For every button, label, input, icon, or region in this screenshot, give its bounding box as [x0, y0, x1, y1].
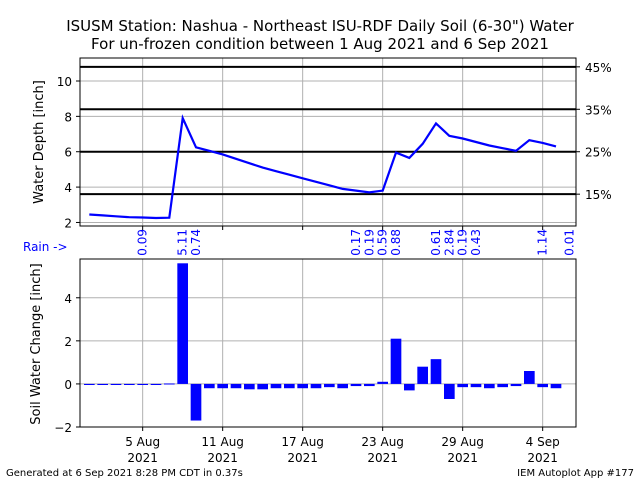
soil-water-change-bar [124, 383, 135, 385]
percent-axis-ticks: 15% 25% 35% 45% [576, 61, 612, 202]
soil-water-change-bar [430, 359, 442, 384]
y-tick-label: 4 [64, 292, 72, 306]
x-tick-label: 2021 [207, 451, 238, 465]
x-tick-label: 2021 [127, 451, 158, 465]
soil-water-change-bar [444, 383, 455, 399]
soil-water-change-bar [310, 383, 322, 389]
y-tick-label: 10 [57, 75, 72, 89]
soil-water-change-bar [297, 383, 308, 389]
rain-value-label: 0.09 [136, 229, 150, 256]
x-tick-label: 2021 [287, 451, 318, 465]
x-tick-label: 29 Aug [441, 435, 484, 449]
soil-water-change-bar [164, 383, 175, 385]
soil-water-change-grid [80, 259, 576, 428]
x-tick-label: 23 Aug [361, 435, 404, 449]
soil-water-change-bar [377, 381, 388, 384]
rain-values: 0.09 5.11 0.74 0.17 0.19 0.59 0.88 0.61 2.84 0.19… [136, 229, 577, 256]
threshold-lines [80, 65, 576, 196]
rain-value-label: 0.01 [562, 229, 576, 256]
rain-value-label: 1.14 [536, 229, 550, 256]
footer-app: IEM Autoplot App #177 [517, 468, 634, 479]
soil-water-change-ylabel: Soil Water Change [inch] [29, 263, 44, 424]
soil-water-change-bar [510, 383, 522, 387]
rain-value-label: 0.74 [189, 229, 203, 256]
water-depth-x-ticks [142, 226, 544, 230]
y-tick-label: 2 [64, 335, 72, 349]
soil-water-change-bar [417, 366, 428, 384]
soil-water-change-bar [337, 383, 348, 389]
soil-water-change-bar [244, 383, 255, 390]
rain-label: Rain -> [23, 240, 68, 254]
rain-value-label: 0.19 [456, 229, 470, 256]
x-tick-label: 4 Sep [526, 435, 560, 449]
soil-water-change-panel: −2 0 2 4 5 Aug 2021 11 Aug 2021 17 Aug 2021 23 Au… [29, 258, 577, 465]
water-depth-grid [80, 58, 576, 226]
soil-water-change-bar [390, 338, 402, 384]
y-tick-label: 0 [64, 378, 72, 392]
soil-water-change-bar [550, 383, 562, 389]
x-tick-label: 5 Aug [125, 435, 160, 449]
soil-water-change-bar [204, 383, 215, 389]
soil-water-change-bar [524, 371, 535, 384]
y-tick-label: 6 [64, 146, 72, 160]
chart-title-line2: For un-frozen condition between 1 Aug 20… [91, 35, 549, 53]
soil-water-change-bar [257, 383, 268, 390]
percent-tick-label: 35% [585, 103, 612, 117]
soil-water-change-bar [484, 383, 495, 389]
soil-water-change-bar [364, 383, 375, 387]
soil-water-change-y-ticks: −2 0 2 4 [54, 292, 80, 435]
y-tick-label: 2 [64, 216, 72, 230]
percent-tick-label: 25% [585, 146, 612, 160]
x-tick-label: 11 Aug [201, 435, 244, 449]
soil-water-change-x-ticks: 5 Aug 2021 11 Aug 2021 17 Aug 2021 23 Aug 2021 2… [125, 427, 560, 465]
soil-water-change-bar [324, 383, 335, 388]
soil-water-change-bar [97, 383, 108, 385]
soil-water-change-bar [84, 383, 95, 385]
water-depth-panel: 2 4 6 8 10 15% 25% 35% 45% Water Depth [inch] [32, 57, 612, 230]
soil-water-change-bar [190, 383, 202, 421]
rain-value-label: 0.61 [429, 229, 443, 256]
water-depth-line [89, 114, 557, 220]
rain-value-label: 5.11 [176, 229, 190, 256]
soil-water-change-bar [497, 383, 508, 388]
soil-water-change-bar [457, 383, 468, 388]
rain-value-label: 2.84 [442, 229, 456, 256]
soil-water-change-bar [350, 383, 362, 387]
water-depth-y-ticks: 2 4 6 8 10 [57, 75, 80, 230]
soil-water-change-bar [177, 263, 188, 384]
soil-water-change-bar [230, 383, 242, 389]
x-tick-label: 2021 [367, 451, 398, 465]
y-tick-label: −2 [54, 421, 72, 435]
soil-water-change-bar [470, 383, 482, 388]
soil-water-change-bars [84, 263, 562, 421]
y-tick-label: 8 [64, 110, 72, 124]
soil-water-change-bar [217, 383, 228, 389]
rain-value-label: 0.43 [469, 229, 483, 256]
x-tick-label: 2021 [447, 451, 478, 465]
soil-water-change-bar [537, 383, 548, 388]
percent-tick-label: 45% [585, 61, 612, 75]
soil-water-change-frame [79, 258, 577, 428]
soil-water-change-bar [137, 383, 148, 385]
chart-title-line1: ISUSM Station: Nashua - Northeast ISU-RD… [66, 17, 574, 35]
rain-value-label: 0.17 [349, 229, 363, 256]
soil-water-change-bar [284, 383, 295, 389]
footer-generated: Generated at 6 Sep 2021 8:28 PM CDT in 0… [6, 468, 243, 479]
x-tick-label: 2021 [527, 451, 558, 465]
soil-water-change-bar [150, 383, 162, 385]
soil-water-change-bar [404, 383, 415, 391]
percent-tick-label: 15% [585, 188, 612, 202]
x-tick-label: 17 Aug [281, 435, 324, 449]
soil-water-change-bar [110, 383, 122, 385]
rain-value-label: 0.88 [389, 229, 403, 256]
water-depth-frame [79, 57, 577, 227]
rain-value-label: 0.19 [362, 229, 376, 256]
water-depth-ylabel: Water Depth [inch] [32, 80, 47, 204]
y-tick-label: 4 [64, 181, 72, 195]
soil-water-change-bar [270, 383, 282, 389]
rain-value-label: 0.59 [376, 229, 390, 256]
